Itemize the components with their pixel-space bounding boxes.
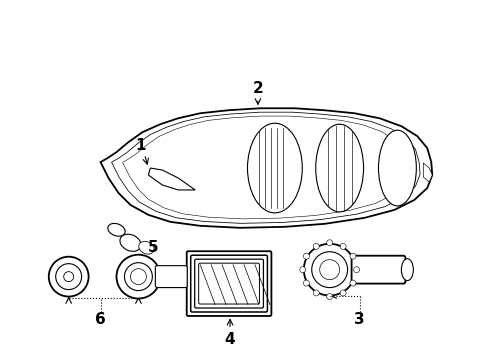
Circle shape xyxy=(312,252,347,288)
Circle shape xyxy=(300,267,306,273)
Polygon shape xyxy=(423,163,432,182)
Text: 5: 5 xyxy=(148,240,159,255)
Polygon shape xyxy=(112,112,420,223)
Circle shape xyxy=(340,290,346,296)
Text: 1: 1 xyxy=(135,138,146,153)
Text: 6: 6 xyxy=(95,312,106,327)
FancyBboxPatch shape xyxy=(191,255,268,312)
Circle shape xyxy=(327,293,333,300)
Polygon shape xyxy=(100,108,432,228)
Circle shape xyxy=(64,272,74,282)
Circle shape xyxy=(350,253,356,259)
Ellipse shape xyxy=(120,234,141,251)
FancyBboxPatch shape xyxy=(187,251,271,316)
Circle shape xyxy=(319,260,340,280)
Circle shape xyxy=(327,240,333,246)
Circle shape xyxy=(313,290,319,296)
Text: 3: 3 xyxy=(354,312,365,327)
FancyBboxPatch shape xyxy=(155,266,187,288)
Polygon shape xyxy=(148,168,195,190)
Circle shape xyxy=(304,244,356,296)
Ellipse shape xyxy=(401,259,414,280)
FancyBboxPatch shape xyxy=(195,259,264,308)
Ellipse shape xyxy=(378,130,416,206)
Text: 2: 2 xyxy=(252,81,263,96)
Circle shape xyxy=(49,257,89,297)
Circle shape xyxy=(56,264,82,289)
Circle shape xyxy=(124,263,152,291)
FancyBboxPatch shape xyxy=(198,263,259,304)
Text: 4: 4 xyxy=(225,332,235,347)
Polygon shape xyxy=(122,116,408,219)
Circle shape xyxy=(303,280,309,286)
Circle shape xyxy=(303,253,309,259)
Ellipse shape xyxy=(316,124,364,212)
Circle shape xyxy=(340,243,346,249)
Circle shape xyxy=(354,267,360,273)
Circle shape xyxy=(117,255,160,298)
Circle shape xyxy=(313,243,319,249)
Ellipse shape xyxy=(139,241,154,254)
Ellipse shape xyxy=(247,123,302,213)
FancyBboxPatch shape xyxy=(352,256,405,284)
Circle shape xyxy=(130,269,147,285)
Ellipse shape xyxy=(108,224,125,236)
Circle shape xyxy=(350,280,356,286)
